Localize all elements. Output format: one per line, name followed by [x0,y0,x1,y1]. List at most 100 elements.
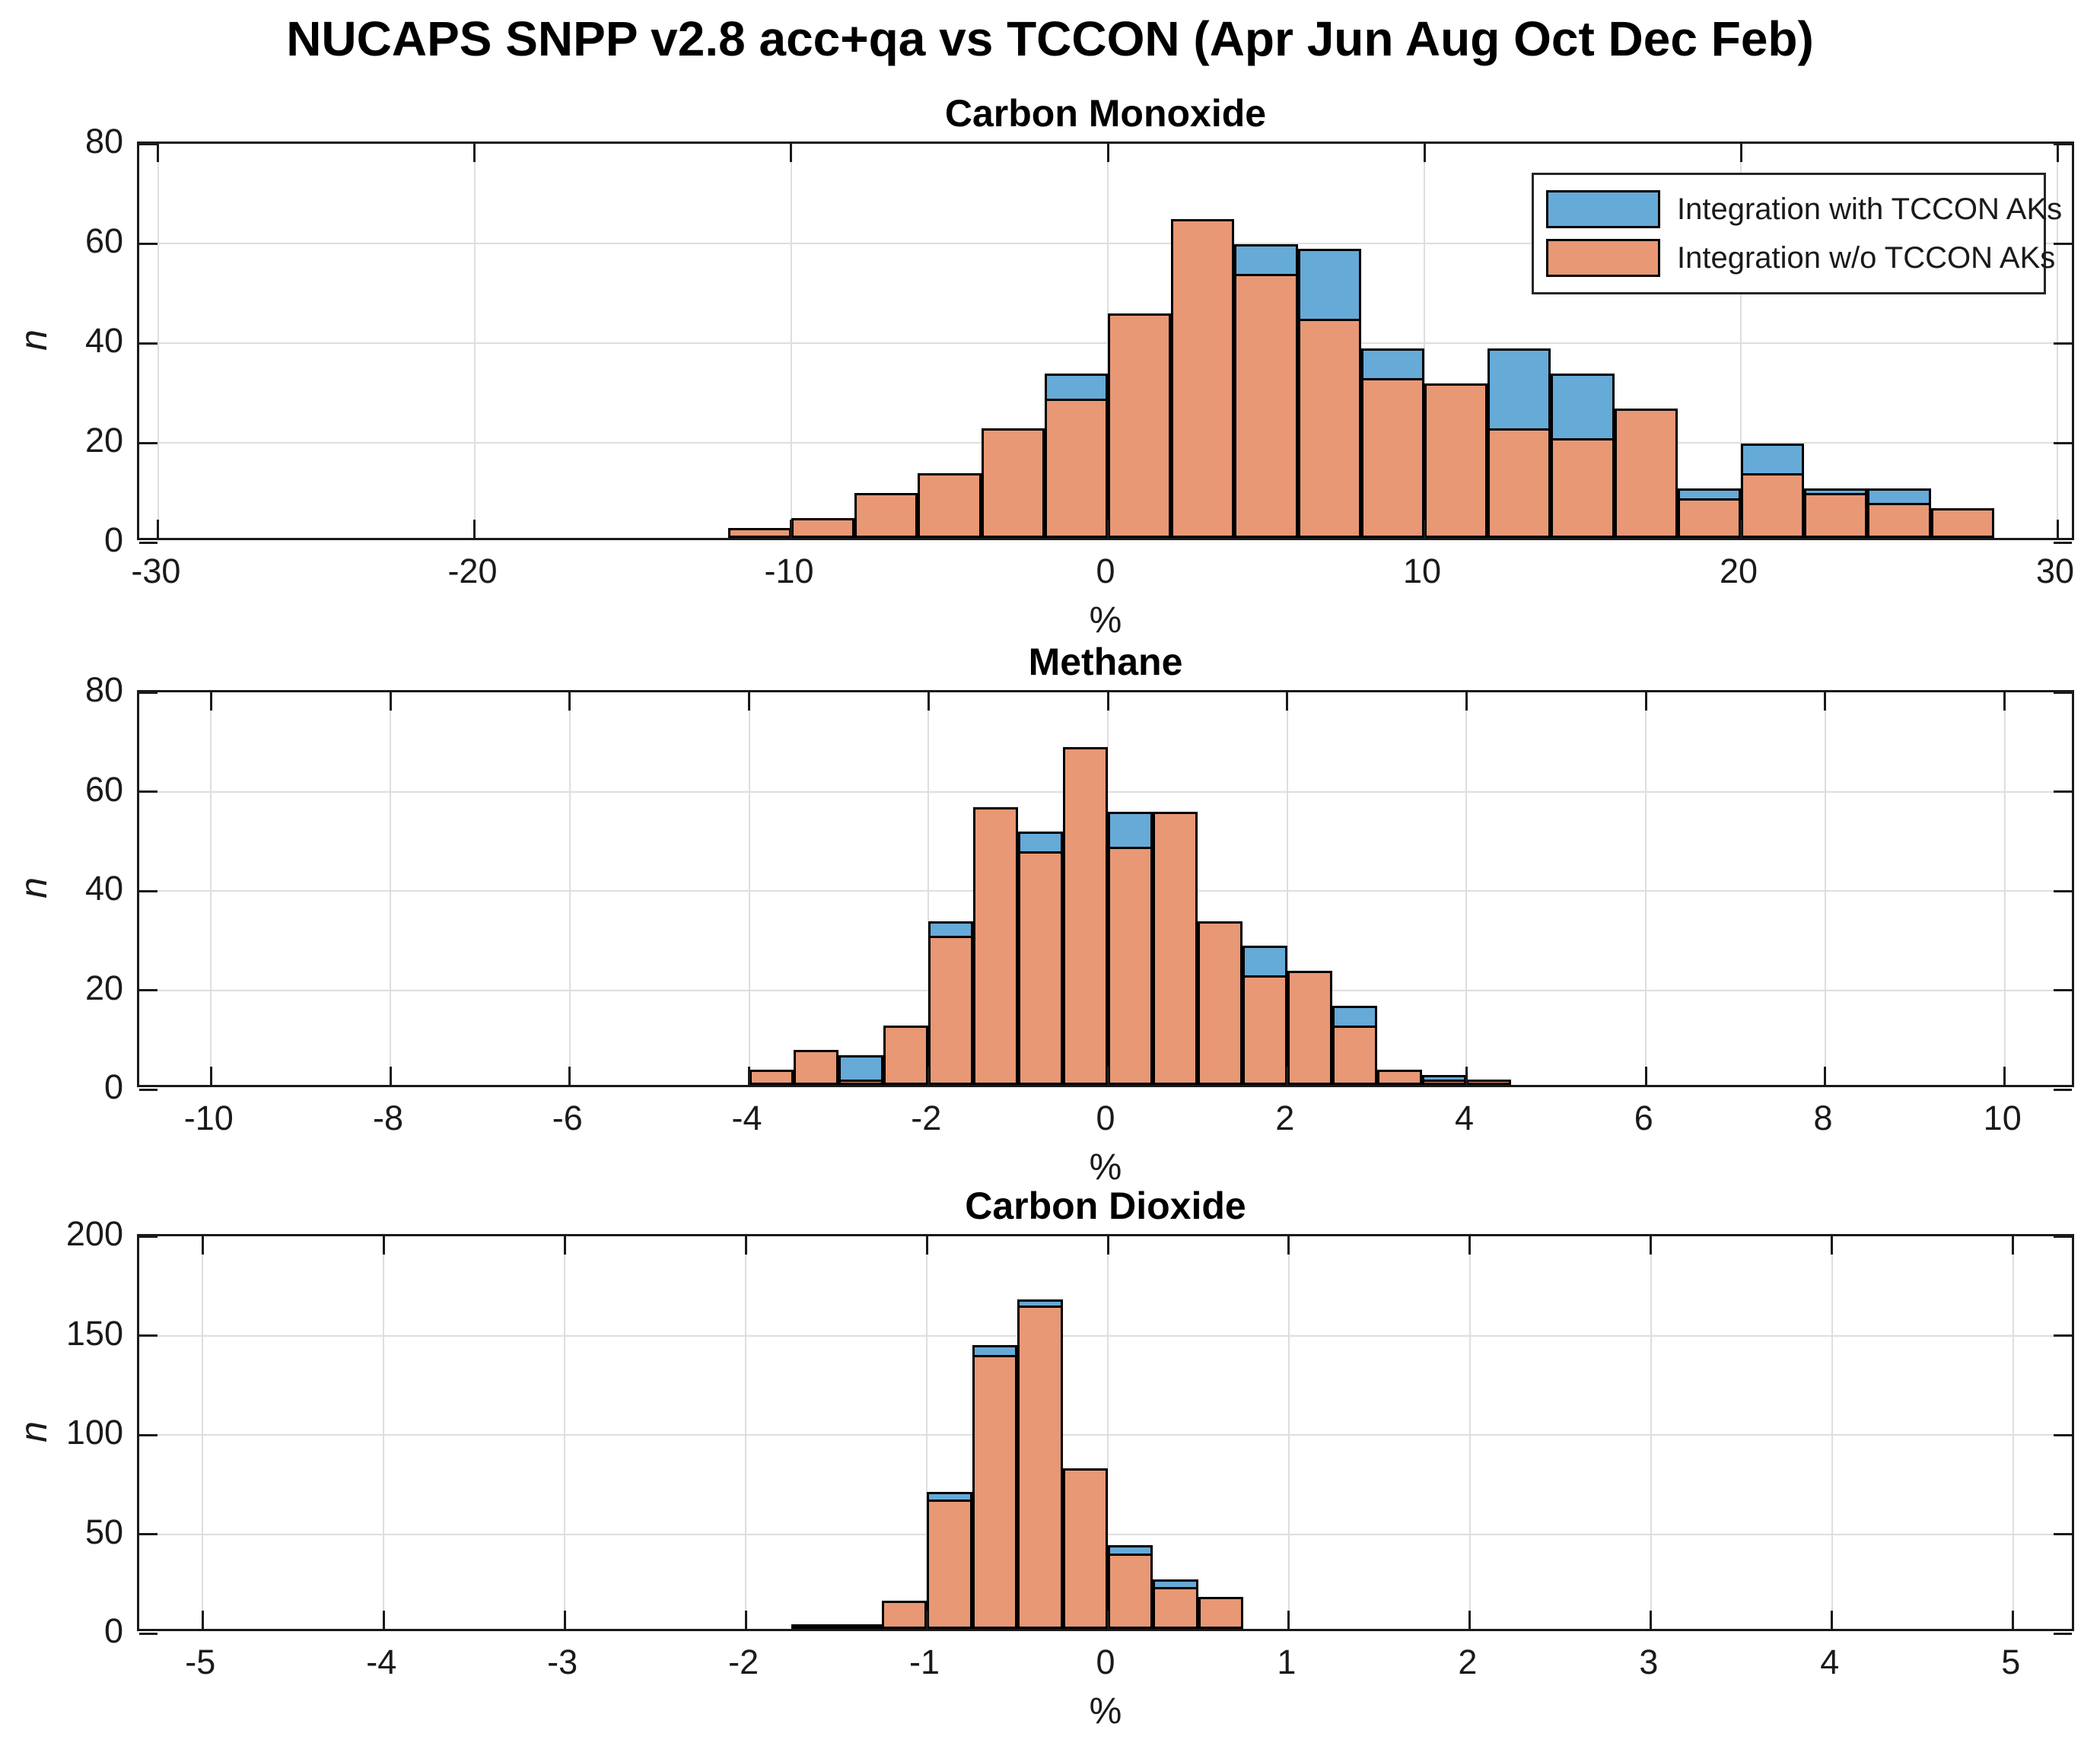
plot-area-methane [137,690,2074,1091]
x-tick-mark [925,1611,928,1629]
y-tick-mark [139,142,158,145]
x-gridline [157,144,159,538]
x-gridline [202,1236,204,1629]
x-tick-mark [2003,1067,2006,1085]
x-tick-mark [1106,1067,1109,1085]
subplot-title-methane: Methane [1028,641,1183,683]
histogram-bar-without-aks [1108,846,1153,1085]
y-tick-mark [2054,1632,2072,1635]
x-tick-label: 10 [1983,1099,2022,1137]
plot-area-carbon-monoxide: Integration with TCCON AKs Integration w/… [137,142,2074,544]
x-tick-label: 4 [1454,1099,1474,1137]
x-gridline [1824,692,1826,1085]
x-tick-mark [744,1236,747,1255]
x-tick-mark [1287,1236,1290,1255]
x-tick-mark [1106,692,1109,711]
y-gridline [139,342,2072,344]
y-tick-label: 40 [84,869,123,908]
y-axis-label: n [11,329,55,351]
histogram-bar-without-aks [1062,1468,1108,1629]
x-tick-mark [1106,1236,1109,1255]
histogram-bar-without-aks [794,1050,839,1085]
histogram-bar-without-aks [1424,383,1488,538]
histogram-bar-without-aks [1551,438,1615,538]
histogram-bar-without-aks [1108,1553,1153,1629]
x-tick-mark [382,1236,385,1255]
x-tick-label: -20 [447,552,498,590]
y-axis-label: n [11,877,55,898]
x-tick-label: 0 [1096,1099,1115,1137]
x-gridline [1286,692,1288,1085]
histogram-bar-without-aks [972,1354,1018,1629]
histogram-bar-without-aks [981,428,1045,538]
x-tick-mark [1824,692,1827,711]
histogram-bar-without-aks [1741,472,1805,538]
x-tick-label: 2 [1275,1099,1295,1137]
x-gridline [790,144,792,538]
histogram-bar-without-aks [1152,812,1198,1085]
histogram-bar-without-aks [883,1025,929,1085]
x-gridline [2057,144,2059,538]
legend: Integration with TCCON AKs Integration w/… [1532,173,2062,294]
histogram-bar-without-aks [1466,1080,1512,1085]
y-tick-mark [139,1433,158,1436]
y-tick-mark [2054,441,2072,444]
histogram-bar-without-aks [727,527,791,538]
y-tick-mark [2054,691,2072,694]
subplot-title-carbon-dioxide: Carbon Dioxide [965,1185,1246,1227]
y-tick-label: 20 [84,968,123,1007]
x-tick-mark [382,1611,385,1629]
y-tick-label: 100 [65,1413,123,1452]
histogram-bar-without-aks [1930,507,1994,538]
y-gridline [139,243,2072,244]
y-tick-mark [139,242,158,245]
x-gridline [383,1236,385,1629]
y-tick-label: 150 [65,1313,123,1353]
x-tick-mark [568,1067,571,1085]
histogram-bar-without-aks [1867,503,1931,538]
x-tick-mark [1286,692,1289,711]
x-tick-mark [209,1067,212,1085]
histogram-bar-without-aks [928,936,974,1085]
x-tick-label: -4 [731,1099,762,1137]
y-tick-label: 40 [84,321,123,360]
x-tick-mark [1739,144,1742,162]
x-gridline [748,692,750,1085]
x-tick-mark [1831,1236,1834,1255]
y-tick-mark [2054,541,2072,544]
histogram-bar-without-aks [1171,218,1235,538]
x-gridline [568,692,571,1085]
x-gridline [928,692,930,1085]
y-tick-mark [2054,1533,2072,1535]
x-tick-mark [157,520,160,538]
x-tick-mark [1644,1067,1647,1085]
y-tick-mark [2054,989,2072,991]
histogram-bar-without-aks [973,806,1019,1085]
x-tick-mark [1106,144,1109,162]
x-gridline [473,144,476,538]
histogram-bar-without-aks [1242,975,1287,1085]
y-tick-label: 0 [103,1611,123,1650]
legend-swatch-with_aks [1546,190,1660,228]
x-axis-label: % [1089,600,1122,641]
histogram-bar-without-aks [1677,498,1741,538]
y-tick-label: 0 [103,1067,123,1106]
x-tick-mark [1831,1611,1834,1629]
x-tick-label: -3 [547,1643,578,1681]
y-tick-label: 80 [84,122,123,161]
histogram-bar-with-aks [836,1624,882,1629]
histogram-bar-without-aks [1017,1305,1063,1629]
x-gridline [926,1236,928,1629]
y-tick-mark [2054,242,2072,245]
x-tick-mark [1468,1236,1472,1255]
x-tick-mark [1650,1611,1653,1629]
x-tick-mark [563,1611,566,1629]
histogram-bar-without-aks [1332,1025,1377,1085]
y-tick-mark [2054,1235,2072,1238]
y-tick-mark [139,989,158,991]
x-gridline [1107,1236,1109,1629]
histogram-bar-without-aks [1063,747,1108,1085]
x-gridline [745,1236,747,1629]
x-tick-label: -30 [131,552,181,590]
histogram-bar-without-aks [1108,313,1172,538]
